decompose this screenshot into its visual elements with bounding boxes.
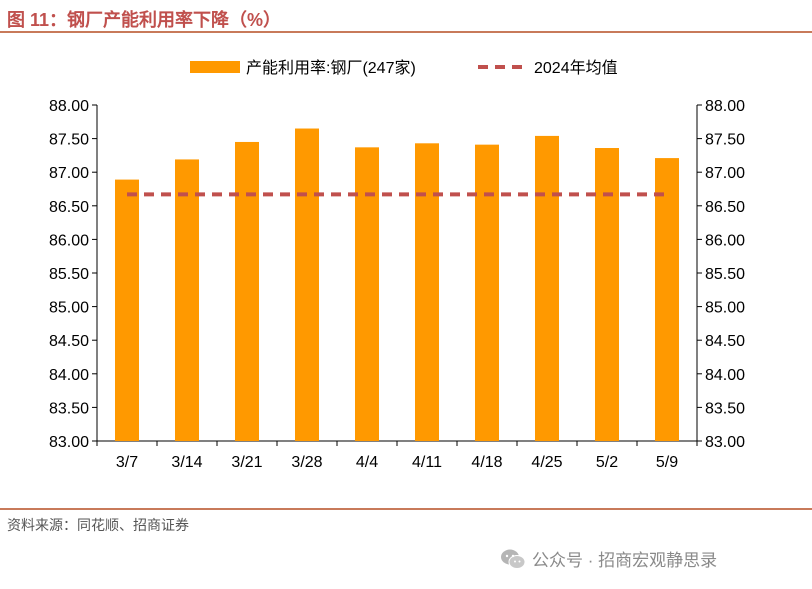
y-tick-label-right: 85.00 xyxy=(705,300,745,317)
bar xyxy=(115,179,139,442)
y-tick-label-right: 87.50 xyxy=(705,132,745,149)
y-tick-label-right: 83.50 xyxy=(705,400,745,417)
bar xyxy=(595,148,619,441)
bar xyxy=(175,159,199,441)
x-tick-label: 4/25 xyxy=(531,454,562,471)
bar xyxy=(235,141,259,441)
x-tick-label: 3/14 xyxy=(171,454,202,471)
bar xyxy=(415,143,439,441)
x-tick-label: 3/28 xyxy=(291,454,322,471)
y-tick-label-left: 86.50 xyxy=(49,199,89,216)
x-tick-label: 4/4 xyxy=(356,454,378,471)
y-tick-label-right: 86.00 xyxy=(705,232,745,249)
y-tick-label-left: 85.00 xyxy=(49,300,89,317)
watermark-text: 公众号 · 招商宏观静思录 xyxy=(532,551,718,570)
bar xyxy=(295,128,319,441)
y-tick-label-left: 83.00 xyxy=(49,434,89,451)
y-tick-label-right: 84.50 xyxy=(705,333,745,350)
y-tick-label-left: 84.00 xyxy=(49,367,89,384)
bar xyxy=(535,135,559,442)
bar xyxy=(475,144,499,441)
y-tick-label-left: 84.50 xyxy=(49,333,89,350)
figure-title: 图 11：钢厂产能利用率下降（%） xyxy=(7,10,282,30)
y-tick-label-left: 83.50 xyxy=(49,400,89,417)
y-tick-label-right: 85.50 xyxy=(705,266,745,283)
y-tick-label-right: 84.00 xyxy=(705,367,745,384)
bottom-rule xyxy=(0,508,812,510)
y-tick-label-right: 86.50 xyxy=(705,199,745,216)
bar xyxy=(655,158,679,441)
x-tick-label: 4/18 xyxy=(471,454,502,471)
x-tick-label: 5/2 xyxy=(596,454,618,471)
x-tick-label: 4/11 xyxy=(412,454,442,471)
top-rule xyxy=(0,31,812,33)
chart: 产能利用率:钢厂(247家) 2024年均值 83.00 83.50 84.00 84… xyxy=(49,59,745,471)
plot-area: 83.00 83.50 84.00 84.50 85.00 85.50 86.00 86.50… xyxy=(49,98,745,471)
y-tick-label-left: 88.00 xyxy=(49,98,89,115)
x-tick-label: 5/9 xyxy=(656,454,678,471)
y-tick-label-left: 87.50 xyxy=(49,132,89,149)
watermark: 公众号 · 招商宏观静思录 xyxy=(500,546,717,571)
wechat-icon xyxy=(501,549,526,569)
y-tick-label-left: 87.00 xyxy=(49,165,89,182)
x-tick-label: 3/7 xyxy=(116,454,138,471)
legend: 产能利用率:钢厂(247家) 2024年均值 xyxy=(190,59,618,77)
x-tick-label: 3/21 xyxy=(231,454,262,471)
y-tick-label-left: 85.50 xyxy=(49,266,89,283)
source-note: 资料来源：同花顺、招商证券 xyxy=(7,518,189,534)
legend-label-avg-line: 2024年均值 xyxy=(534,59,618,77)
y-tick-label-right: 88.00 xyxy=(705,98,745,115)
legend-swatch-bar xyxy=(190,61,240,73)
y-tick-label-left: 86.00 xyxy=(49,232,89,249)
bar xyxy=(355,147,379,441)
y-tick-label-right: 87.00 xyxy=(705,165,745,182)
y-tick-label-right: 83.00 xyxy=(705,434,745,451)
legend-label-bar: 产能利用率:钢厂(247家) xyxy=(246,59,416,77)
